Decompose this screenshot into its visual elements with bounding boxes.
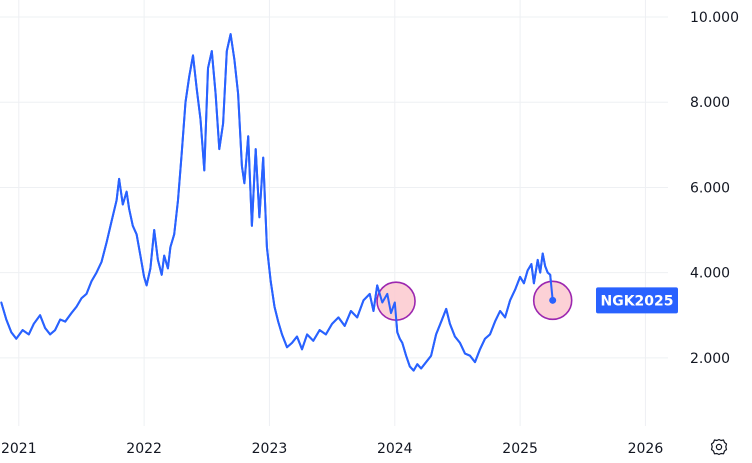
series-line-overlay xyxy=(0,33,554,372)
x-tick-label: 2023 xyxy=(252,441,288,457)
x-axis-ticks: 2021 2022 2023 2024 2025 2026 xyxy=(1,441,663,457)
y-tick-label: 2.000 xyxy=(690,351,730,367)
x-tick-label: 2024 xyxy=(377,441,413,457)
gear-icon[interactable] xyxy=(710,438,728,456)
x-tick-label: 2026 xyxy=(628,441,664,457)
y-tick-label: 8.000 xyxy=(690,95,730,111)
chart-grid xyxy=(0,0,668,426)
y-tick-label: 6.000 xyxy=(690,180,730,196)
x-tick-label: 2025 xyxy=(502,441,538,457)
y-tick-label: 4.000 xyxy=(690,266,730,282)
y-tick-label: 10.000 xyxy=(690,10,739,26)
highlight-layer xyxy=(0,33,573,372)
last-value-badge-bg xyxy=(596,287,678,314)
y-axis-ticks: 2.000 4.000 6.000 8.000 10.000 xyxy=(690,10,739,367)
last-value-badge: NGK2025 xyxy=(596,287,678,314)
last-value-badge-label: NGK2025 xyxy=(600,293,673,309)
x-tick-label: 2022 xyxy=(126,441,162,457)
last-point-dot xyxy=(549,296,557,304)
x-tick-label: 2021 xyxy=(1,441,37,457)
